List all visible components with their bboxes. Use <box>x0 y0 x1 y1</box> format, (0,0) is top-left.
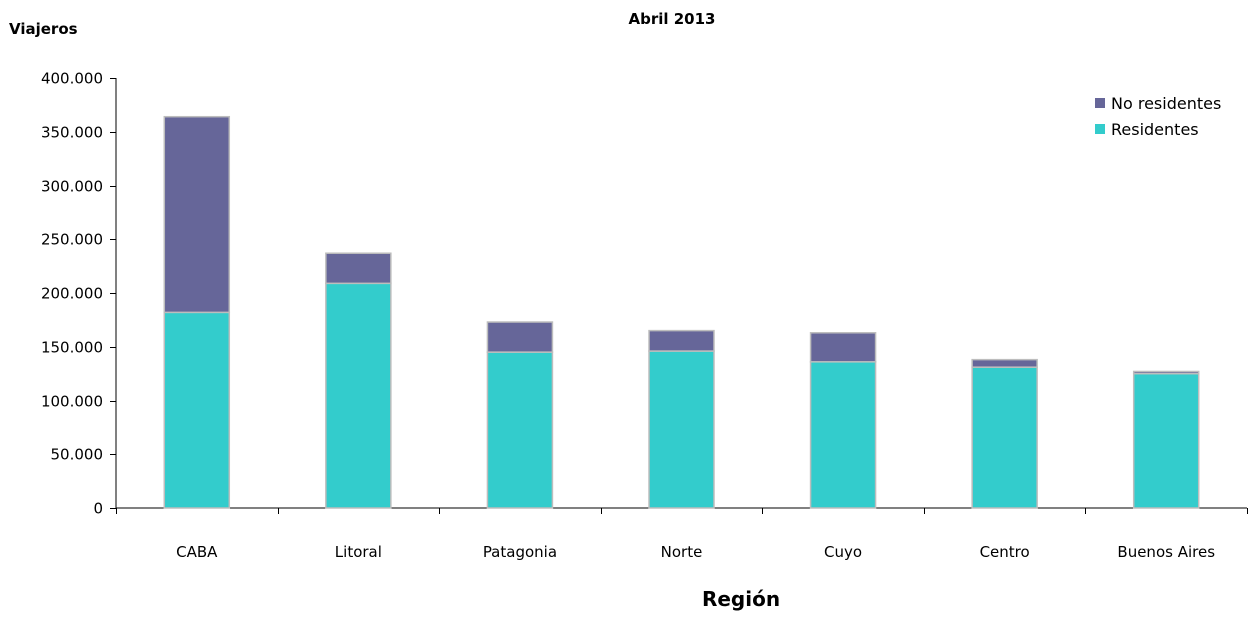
bar-residentes <box>163 311 231 509</box>
bar-no-residentes <box>809 332 877 363</box>
bar-residentes <box>325 282 392 509</box>
x-tick-label: Buenos Aires <box>1117 543 1215 561</box>
y-tick-label: 0 <box>93 500 103 518</box>
bar-no-residentes <box>163 115 231 314</box>
bar-residentes <box>809 361 877 509</box>
legend-swatch <box>1095 124 1105 134</box>
x-tick-label: CABA <box>176 543 218 561</box>
chart-title: Abril 2013 <box>629 10 716 28</box>
x-tick-label: Patagonia <box>483 543 557 561</box>
legend-label: Residentes <box>1111 120 1199 139</box>
y-tick-label: 150.000 <box>41 339 103 357</box>
bar-no-residentes <box>1132 370 1200 375</box>
x-tick-label: Cuyo <box>824 543 862 561</box>
x-axis-label: Región <box>702 587 780 611</box>
plot-area: 0 50.000 100.000 150.000 200.000 250.000 300.0… <box>41 70 1248 561</box>
y-tick-label: 350.000 <box>41 124 103 142</box>
bar-no-residentes <box>971 358 1038 368</box>
y-tick-label: 400.000 <box>41 70 103 88</box>
legend-swatch <box>1095 98 1105 108</box>
bar-no-residentes <box>486 321 554 353</box>
y-tick-label: 200.000 <box>41 285 103 303</box>
x-tick-label: Centro <box>980 543 1030 561</box>
bar-residentes <box>1132 372 1200 509</box>
y-tick-label: 50.000 <box>51 446 104 464</box>
legend: No residentes Residentes <box>1095 94 1221 139</box>
bar-residentes <box>971 366 1038 509</box>
bar-no-residentes <box>648 329 715 352</box>
y-tick-label: 250.000 <box>41 231 103 249</box>
y-tick-label: 300.000 <box>41 178 103 196</box>
bar-no-residentes <box>325 252 392 285</box>
x-tick-label: Litoral <box>335 543 382 561</box>
legend-label: No residentes <box>1111 94 1221 113</box>
y-axis-label: Viajeros <box>9 20 78 38</box>
bar-residentes <box>486 351 554 509</box>
y-tick-label: 100.000 <box>41 393 103 411</box>
x-tick-label: Norte <box>661 543 703 561</box>
bar-residentes <box>648 350 715 509</box>
